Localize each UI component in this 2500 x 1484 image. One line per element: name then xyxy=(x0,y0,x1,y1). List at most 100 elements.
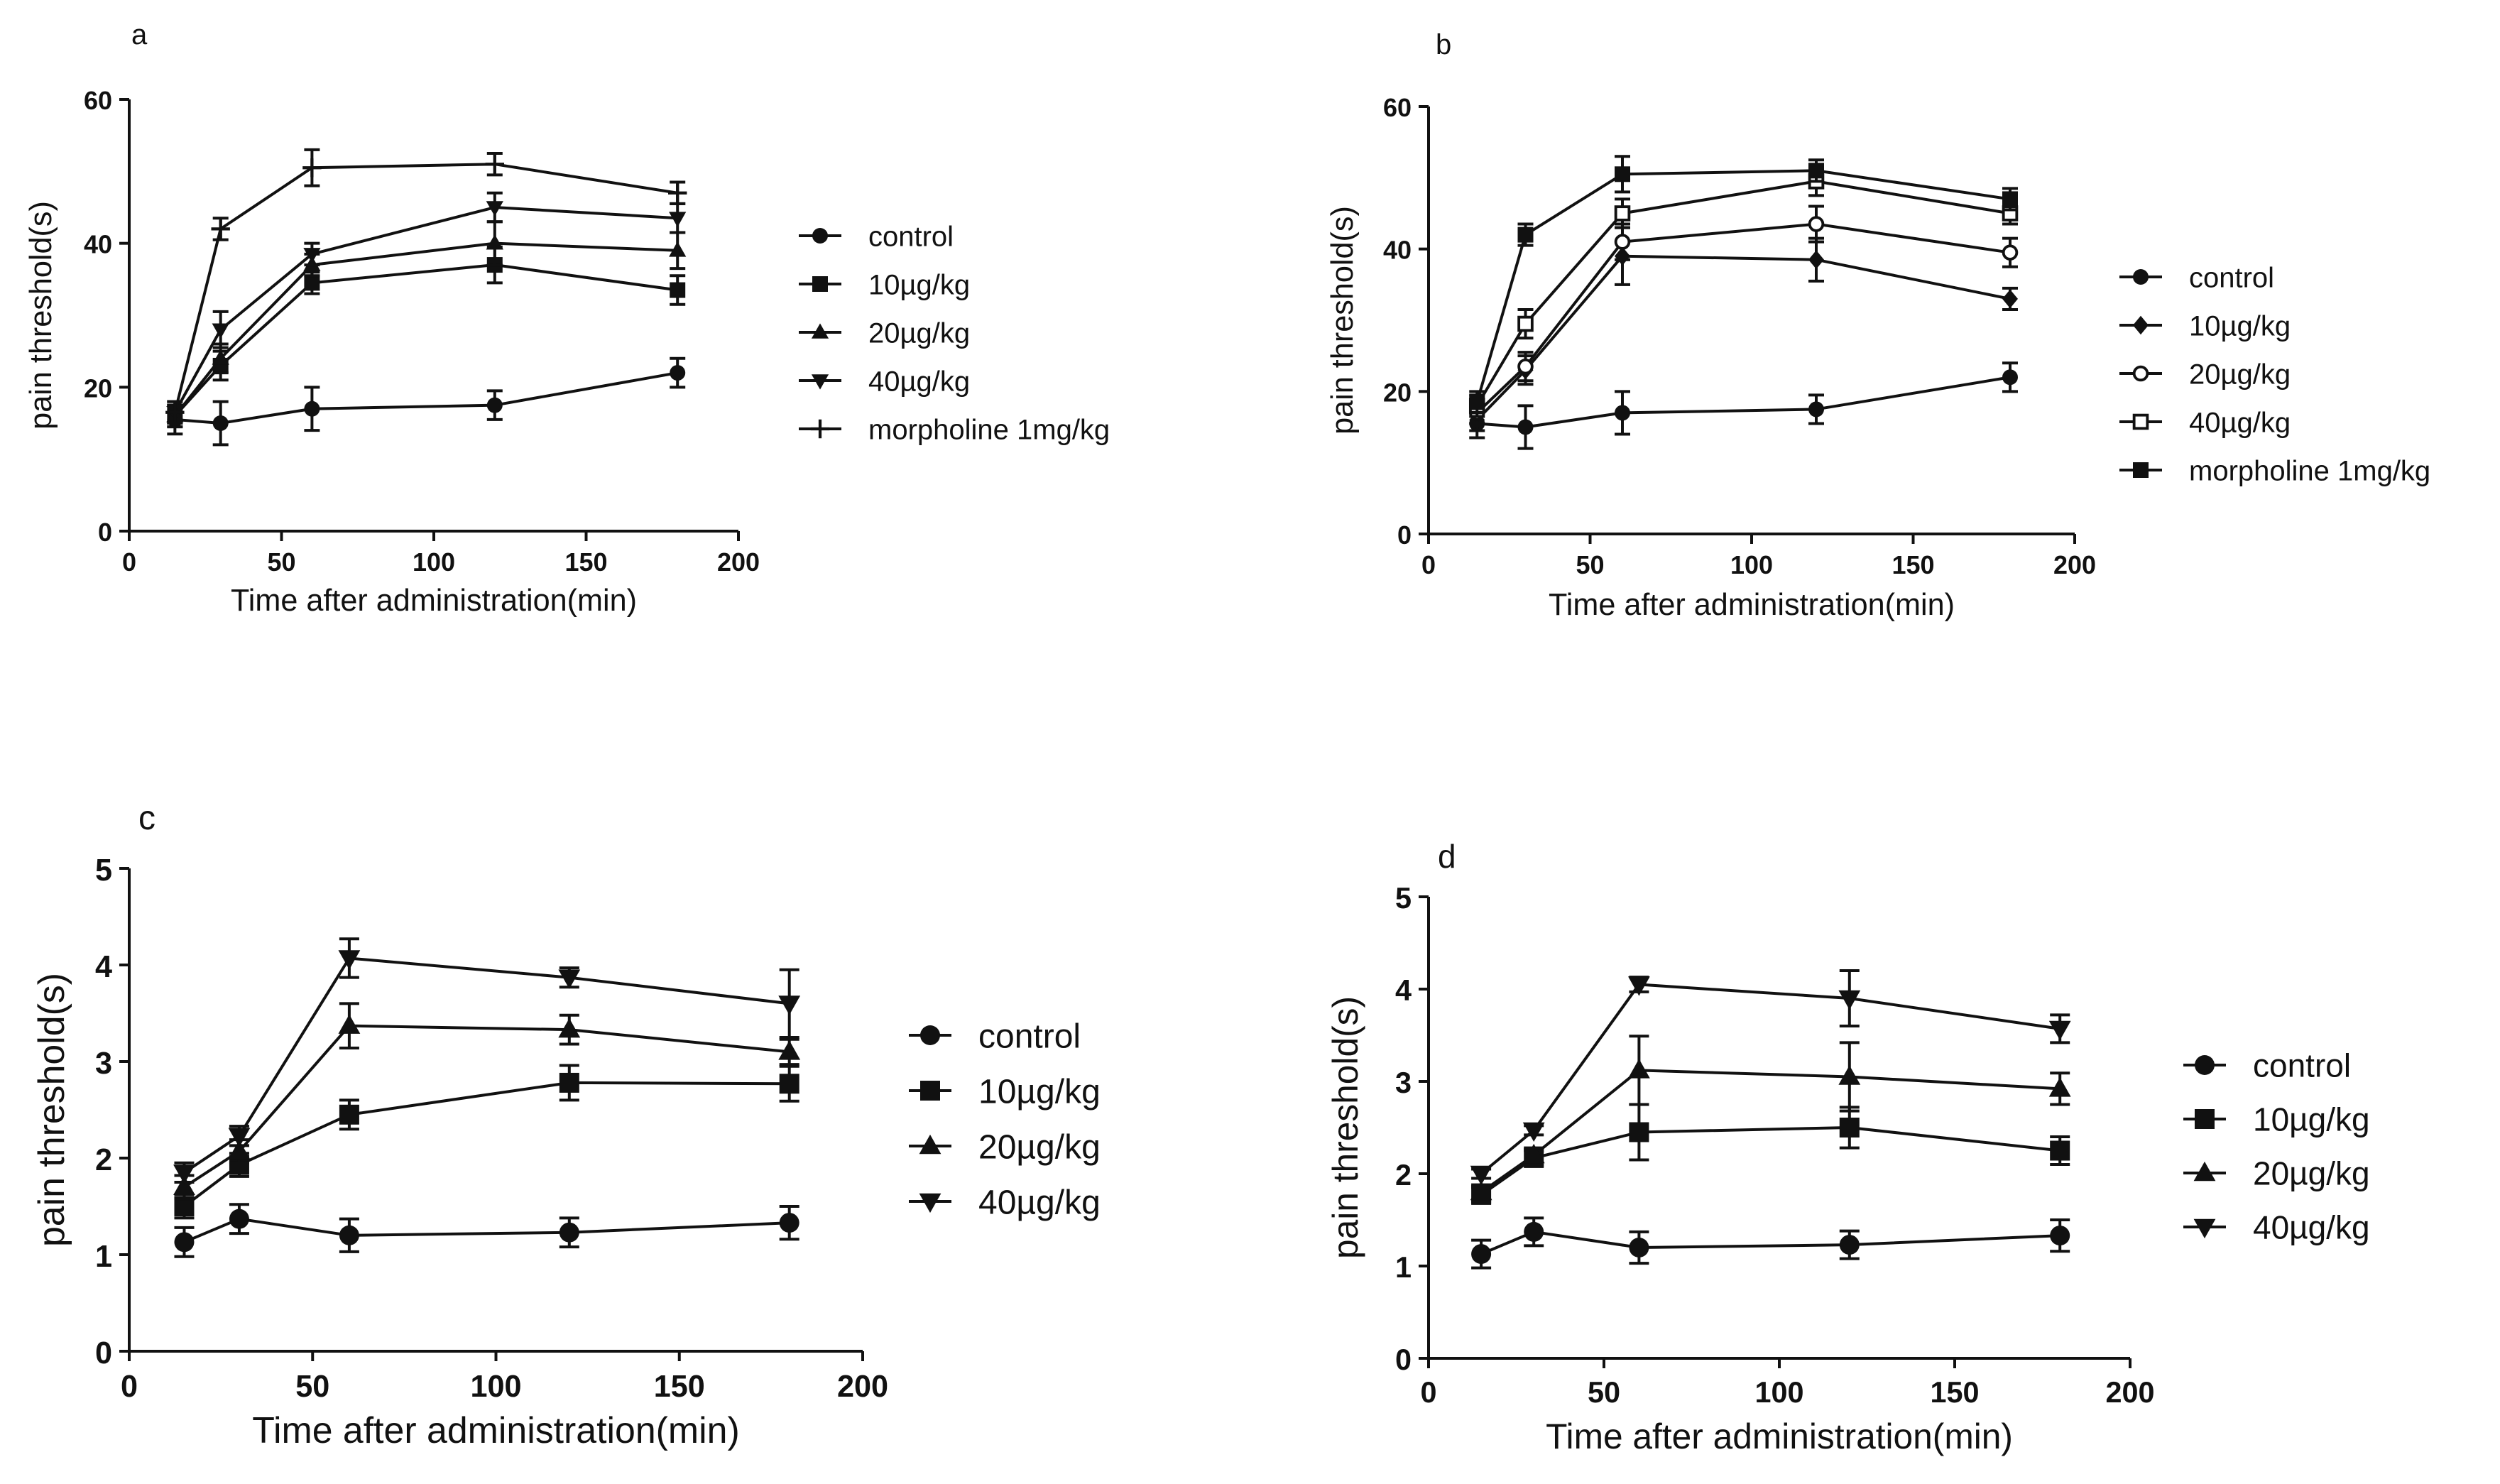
data-point xyxy=(228,1128,251,1147)
legend-marker xyxy=(810,419,830,439)
y-tick-label: 0 xyxy=(98,518,112,547)
series-line xyxy=(1475,222,2011,414)
series-2 xyxy=(173,1002,801,1201)
legend-marker xyxy=(811,374,829,390)
data-point xyxy=(2002,289,2018,309)
series-4 xyxy=(1469,155,2018,415)
data-point xyxy=(1470,1180,1492,1201)
legend-marker xyxy=(919,1134,941,1155)
data-point xyxy=(338,1014,361,1034)
data-point xyxy=(173,1175,195,1195)
y-axis-label: pain threshold(s) xyxy=(31,973,72,1247)
x-axis-label: Time after administration(min) xyxy=(252,1409,739,1451)
data-point xyxy=(2002,369,2018,386)
y-tick-label: 40 xyxy=(1383,236,1412,265)
y-axis-label: pain threshold(s) xyxy=(1326,206,1360,435)
x-tick-label: 200 xyxy=(2053,550,2096,579)
x-tick-label: 0 xyxy=(1420,1376,1436,1409)
legend-label: 40µg/kg xyxy=(868,366,970,397)
series-3 xyxy=(1470,969,2071,1186)
series-line xyxy=(173,241,678,418)
series-line xyxy=(183,1081,790,1208)
data-point xyxy=(1522,1143,1545,1164)
data-point xyxy=(339,1225,359,1245)
data-point xyxy=(1808,401,1824,418)
legend-marker xyxy=(2133,269,2149,285)
data-point xyxy=(302,158,322,178)
data-point xyxy=(1838,1065,1861,1085)
series-line xyxy=(1477,376,2011,429)
legend-marker xyxy=(2193,1218,2216,1239)
y-tick-label: 5 xyxy=(1395,882,1412,915)
legend-label: 10µg/kg xyxy=(978,1073,1101,1111)
data-point xyxy=(1471,1244,1492,1265)
series-1 xyxy=(1469,226,2018,432)
data-point xyxy=(1628,1059,1650,1079)
series-line xyxy=(1480,1069,2060,1194)
legend-item: 40µg/kg xyxy=(909,1184,1101,1221)
data-point xyxy=(1839,1118,1860,1137)
series-0 xyxy=(1471,1216,2070,1270)
series-line xyxy=(1475,254,2011,421)
data-point xyxy=(1470,1165,1492,1186)
legend-marker xyxy=(2195,1109,2215,1129)
x-axis-label: Time after administration(min) xyxy=(231,584,637,618)
x-axis-label: Time after administration(min) xyxy=(1549,588,1955,622)
panel-label: d xyxy=(1438,838,1456,875)
legend-marker xyxy=(2193,1161,2216,1182)
data-point xyxy=(2002,244,2019,261)
y-tick-label: 2 xyxy=(1395,1159,1412,1191)
data-point xyxy=(558,969,581,989)
chart-panel-b: b 0 20 40 60 0 50 100 150 200 Time after administr… xyxy=(1326,29,2430,622)
data-point xyxy=(212,415,229,431)
legend-item: control xyxy=(2183,1047,2351,1084)
data-point xyxy=(1469,394,1485,410)
legend-marker xyxy=(812,228,828,244)
legend-item: 10µg/kg xyxy=(909,1073,1101,1111)
legend-item: morpholine 1mg/kg xyxy=(799,414,1110,445)
data-point xyxy=(778,995,801,1015)
data-point xyxy=(778,1040,801,1060)
legend-item: control xyxy=(2119,262,2274,293)
legend-marker xyxy=(919,1193,941,1213)
data-point xyxy=(303,248,321,263)
series-line xyxy=(1480,983,2060,1175)
data-point xyxy=(1522,1122,1545,1142)
legend-item: morpholine 1mg/kg xyxy=(2119,455,2430,486)
x-axis-label: Time after administration(min) xyxy=(1546,1417,2013,1456)
data-point xyxy=(212,323,229,339)
legend-item: 40µg/kg xyxy=(2119,407,2291,438)
legend-label: morpholine 1mg/kg xyxy=(2189,455,2430,486)
series-4 xyxy=(165,148,687,425)
data-point xyxy=(485,155,504,174)
y-axis-label: pain threshold(s) xyxy=(24,201,58,430)
legend-label: control xyxy=(868,221,954,252)
legend-label: 40µg/kg xyxy=(2253,1209,2370,1246)
y-tick-label: 40 xyxy=(84,230,112,259)
x-tick-label: 200 xyxy=(2105,1376,2154,1409)
data-point xyxy=(1517,358,1534,375)
legend-label: morpholine 1mg/kg xyxy=(868,414,1110,445)
legend-marker xyxy=(2132,365,2149,382)
data-point xyxy=(212,349,229,365)
legend-item: 20µg/kg xyxy=(909,1128,1101,1166)
series-0 xyxy=(167,356,686,447)
series-line xyxy=(173,205,678,413)
legend-marker xyxy=(811,323,829,339)
data-point xyxy=(1808,216,1825,232)
legend-item: 20µg/kg xyxy=(799,317,970,349)
data-point xyxy=(1629,1238,1649,1257)
y-tick-label: 4 xyxy=(1395,974,1412,1007)
x-tick-label: 0 xyxy=(121,1370,138,1404)
x-tick-label: 100 xyxy=(1754,1376,1803,1409)
data-point xyxy=(211,219,230,239)
data-point xyxy=(1808,250,1824,269)
legend-item: control xyxy=(799,221,954,252)
legend-item: 10µg/kg xyxy=(799,269,970,300)
data-point xyxy=(1517,419,1534,435)
panel-label: a xyxy=(131,19,148,50)
legend-label: 40µg/kg xyxy=(2189,407,2291,438)
